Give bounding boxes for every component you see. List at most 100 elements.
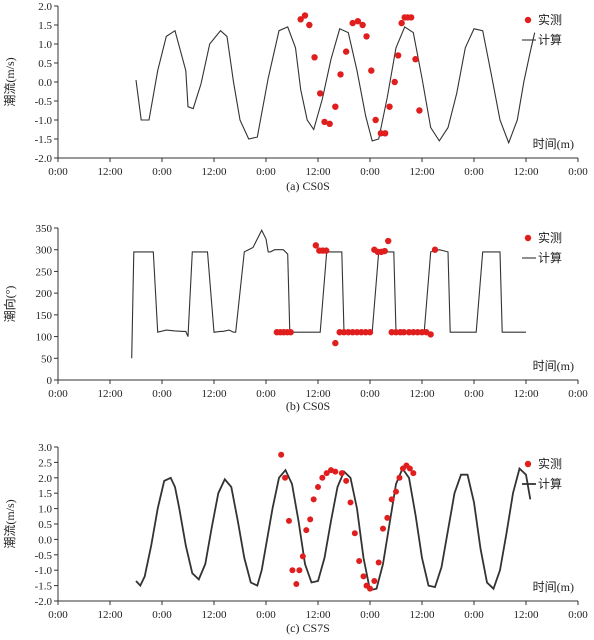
x-tick-label: 12:00 <box>513 609 539 621</box>
chart-caption: (c) CS7S <box>286 621 330 635</box>
x-tick-label: 0:00 <box>256 609 276 621</box>
x-tick-label: 0:00 <box>464 388 484 400</box>
x-tick-label: 0:00 <box>48 388 68 400</box>
data-point-measured <box>398 19 405 27</box>
y-tick-label: 300 <box>36 245 53 257</box>
data-point-measured <box>310 496 317 503</box>
data-point-measured <box>297 16 304 23</box>
chart-caption: (b) CS0S <box>286 399 330 413</box>
series-line-computed <box>135 26 536 145</box>
x-tick-label: 12:00 <box>201 166 227 178</box>
data-point-measured <box>393 488 399 495</box>
y-tick-label: 350 <box>36 223 53 235</box>
legend-label-measured: 实测 <box>538 12 562 27</box>
x-tick-label: 0:00 <box>568 388 588 400</box>
data-point-measured <box>410 470 417 477</box>
data-point-measured <box>380 525 386 532</box>
x-tick-label: 12:00 <box>97 166 123 178</box>
data-point-measured <box>354 18 362 25</box>
legend-label-computed: 计算 <box>538 476 562 491</box>
data-point-measured <box>303 527 310 534</box>
data-point-measured <box>372 116 379 124</box>
series-line-computed <box>135 466 532 592</box>
y-tick-label: 50 <box>41 353 53 365</box>
data-point-measured <box>384 514 391 521</box>
x-tick-label: 0:00 <box>568 609 588 621</box>
x-tick-label: 12:00 <box>305 166 331 178</box>
data-point-measured <box>349 19 356 27</box>
x-tick-label: 0:00 <box>48 609 68 621</box>
legend-label-computed: 计算 <box>538 32 562 47</box>
data-point-measured <box>299 553 306 560</box>
x-tick-label: 0:00 <box>360 388 380 400</box>
data-point-measured <box>321 118 328 126</box>
x-tick-label: 12:00 <box>409 388 435 400</box>
legend-label-measured: 实测 <box>538 230 562 245</box>
data-point-measured <box>287 329 294 336</box>
y-tick-label: 1.0 <box>38 504 52 516</box>
data-point-measured <box>406 465 413 472</box>
y-axis-title: 潮流(m/s) <box>2 57 17 106</box>
y-tick-label: 0.5 <box>38 519 52 531</box>
x-tick-label: 0:00 <box>360 609 380 621</box>
data-point-measured <box>316 90 324 97</box>
x-tick-label: 12:00 <box>97 609 123 621</box>
data-point-measured <box>315 484 321 491</box>
data-point-measured <box>332 103 339 110</box>
data-point-measured <box>381 130 389 137</box>
x-tick-label: 0:00 <box>360 166 380 178</box>
x-tick-label: 0:00 <box>568 166 588 178</box>
data-point-measured <box>301 12 309 19</box>
y-tick-label: 1.5 <box>38 20 52 32</box>
data-point-measured <box>293 581 300 588</box>
legend-marker-measured <box>524 234 532 242</box>
data-point-measured <box>412 56 419 63</box>
data-point-measured <box>367 585 373 592</box>
y-tick-label: 1.5 <box>38 488 52 500</box>
data-point-measured <box>363 33 370 40</box>
data-point-measured <box>375 559 382 566</box>
x-tick-label: 12:00 <box>513 166 539 178</box>
data-point-measured <box>431 246 439 253</box>
data-point-measured <box>366 329 374 336</box>
y-axis-title: 潮流(m/s) <box>2 499 17 548</box>
y-tick-label: -0.5 <box>35 550 53 562</box>
chart-panel-a: 2.01.51.00.50.0-0.5-1.0-1.5-2.00:00 12:00… <box>2 1 588 193</box>
y-tick-label: 2.0 <box>38 473 52 485</box>
data-point-measured <box>337 71 344 78</box>
data-point-measured <box>416 107 423 114</box>
x-tick-label: 12:00 <box>201 388 227 400</box>
x-tick-label: 0:00 <box>256 388 276 400</box>
y-tick-label: 200 <box>36 288 53 300</box>
data-point-measured <box>391 78 398 86</box>
y-tick-label: 2.5 <box>38 457 52 469</box>
data-point-measured <box>381 247 388 255</box>
legend-marker-measured <box>524 16 532 24</box>
x-tick-label: 12:00 <box>409 166 435 178</box>
y-tick-label: -1.5 <box>35 581 53 593</box>
x-tick-label: 12:00 <box>305 388 331 400</box>
chart-caption: (a) CS0S <box>286 179 330 193</box>
data-point-measured <box>326 120 333 128</box>
y-tick-label: 150 <box>36 310 53 322</box>
data-point-measured <box>343 477 350 484</box>
data-point-measured <box>359 21 366 29</box>
data-point-measured <box>282 474 289 481</box>
x-tick-label: 12:00 <box>97 388 123 400</box>
x-axis-title: 时间(m) <box>533 580 574 594</box>
legend-marker-measured <box>524 460 532 468</box>
data-point-measured <box>306 21 313 29</box>
data-point-measured <box>312 242 320 249</box>
x-tick-label: 12:00 <box>305 609 331 621</box>
y-tick-label: -2.0 <box>35 596 53 608</box>
data-point-measured <box>386 103 393 110</box>
data-point-measured <box>289 567 296 574</box>
x-tick-label: 0:00 <box>152 388 172 400</box>
y-axis-title: 潮向(°) <box>2 286 17 323</box>
x-tick-label: 12:00 <box>409 609 435 621</box>
data-point-measured <box>323 470 330 477</box>
data-point-measured <box>285 517 292 524</box>
data-point-measured <box>427 331 434 338</box>
